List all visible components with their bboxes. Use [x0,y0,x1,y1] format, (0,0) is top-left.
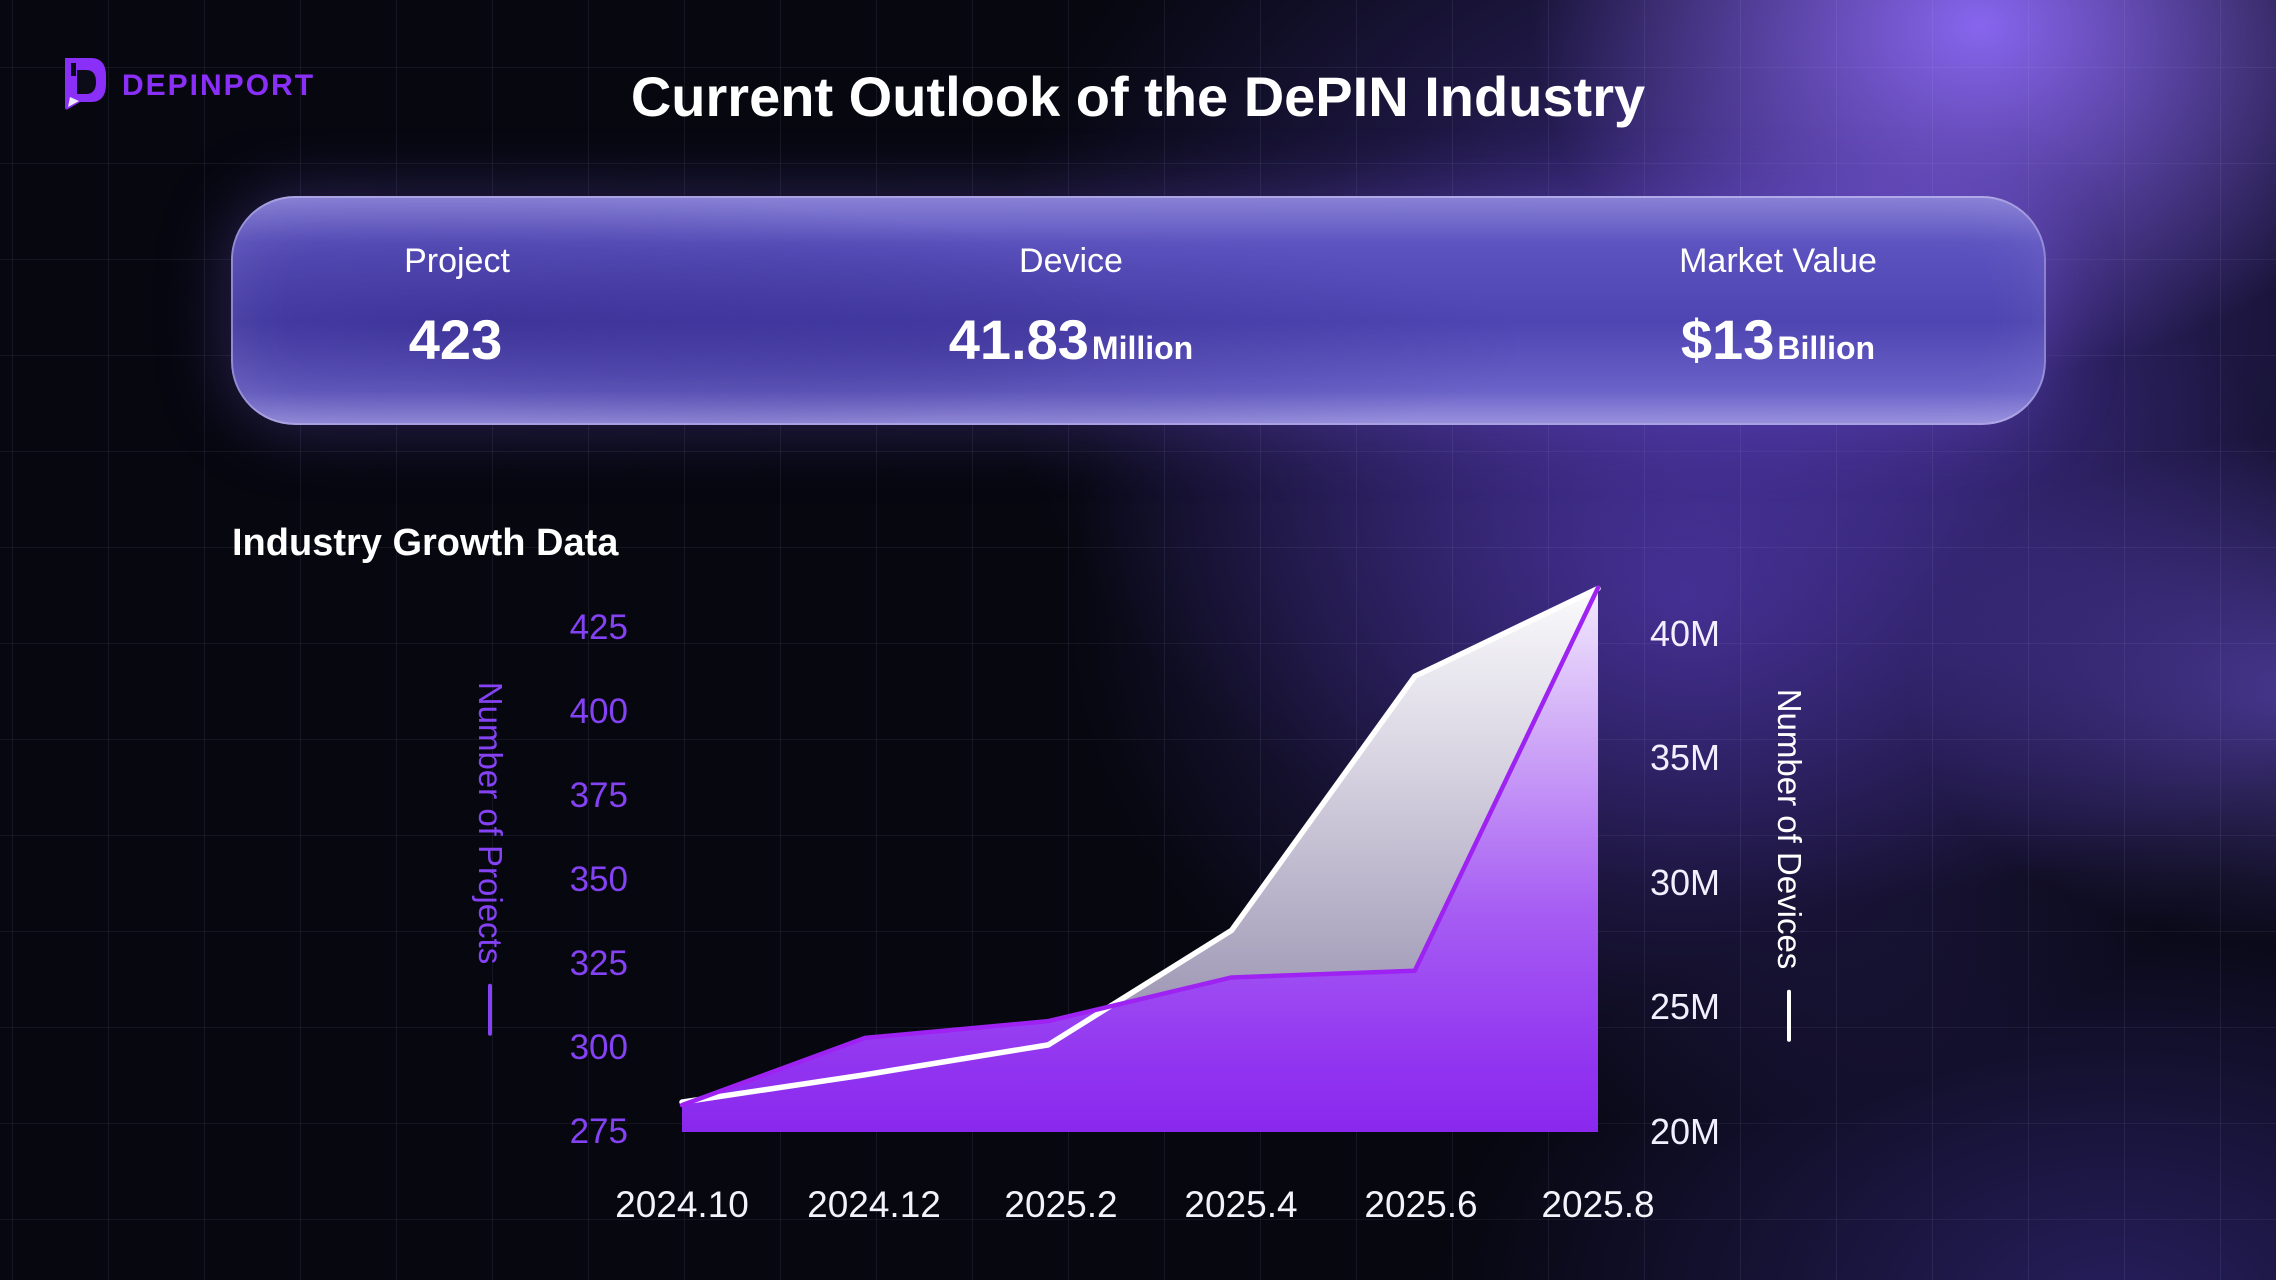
right-axis-title-label: Number of Devices [1771,688,1808,970]
x-tick: 2025.6 [1364,1184,1478,1225]
x-tick: 2025.8 [1541,1184,1655,1225]
stat-unit: Million [1091,330,1194,366]
x-tick: 2025.2 [1004,1184,1118,1225]
right-tick: 30M [1650,862,1721,903]
chart-title: Industry Growth Data [232,522,619,564]
right-tick: 40M [1650,613,1721,654]
stats-pill: Project 423 Device 41.83 Million Market … [231,196,2046,425]
x-tick: 2024.12 [807,1184,941,1225]
stat-market-value: Market Value $13 Billion [1679,241,1877,369]
stat-value: $13 [1680,308,1775,371]
stat-unit: Billion [1777,330,1876,366]
axis-dash [488,984,492,1037]
stat-value: 423 [408,308,503,371]
left-axis-title-label: Number of Projects [472,681,509,965]
axis-dash [1787,989,1791,1042]
stat-device: Device 41.83 Million [949,241,1193,369]
right-tick: 20M [1650,1111,1721,1152]
left-tick: 350 [569,860,628,899]
left-tick: 300 [569,1028,628,1067]
left-axis-title: Number of Projects [471,681,509,1037]
logo-text: DEPINPORT [122,68,316,102]
left-tick: 275 [569,1112,628,1151]
stat-project: Project 423 [404,241,510,369]
left-tick: 400 [569,692,628,731]
stat-label: Device [1019,242,1123,280]
logo: DEPINPORT [62,56,315,115]
page-title: Current Outlook of the DePIN Industry [630,65,1646,128]
stat-value: 41.83 [948,308,1089,371]
logo-icon [62,56,108,115]
stat-label: Market Value [1679,242,1877,280]
x-tick: 2025.4 [1184,1184,1298,1225]
left-tick: 425 [569,608,628,647]
stat-label: Project [404,242,510,280]
right-tick: 25M [1650,986,1721,1027]
x-tick: 2024.10 [615,1184,749,1225]
left-tick: 375 [569,776,628,815]
right-axis-title: Number of Devices [1770,689,1808,1042]
left-tick: 325 [569,944,628,983]
right-tick: 35M [1650,737,1721,778]
